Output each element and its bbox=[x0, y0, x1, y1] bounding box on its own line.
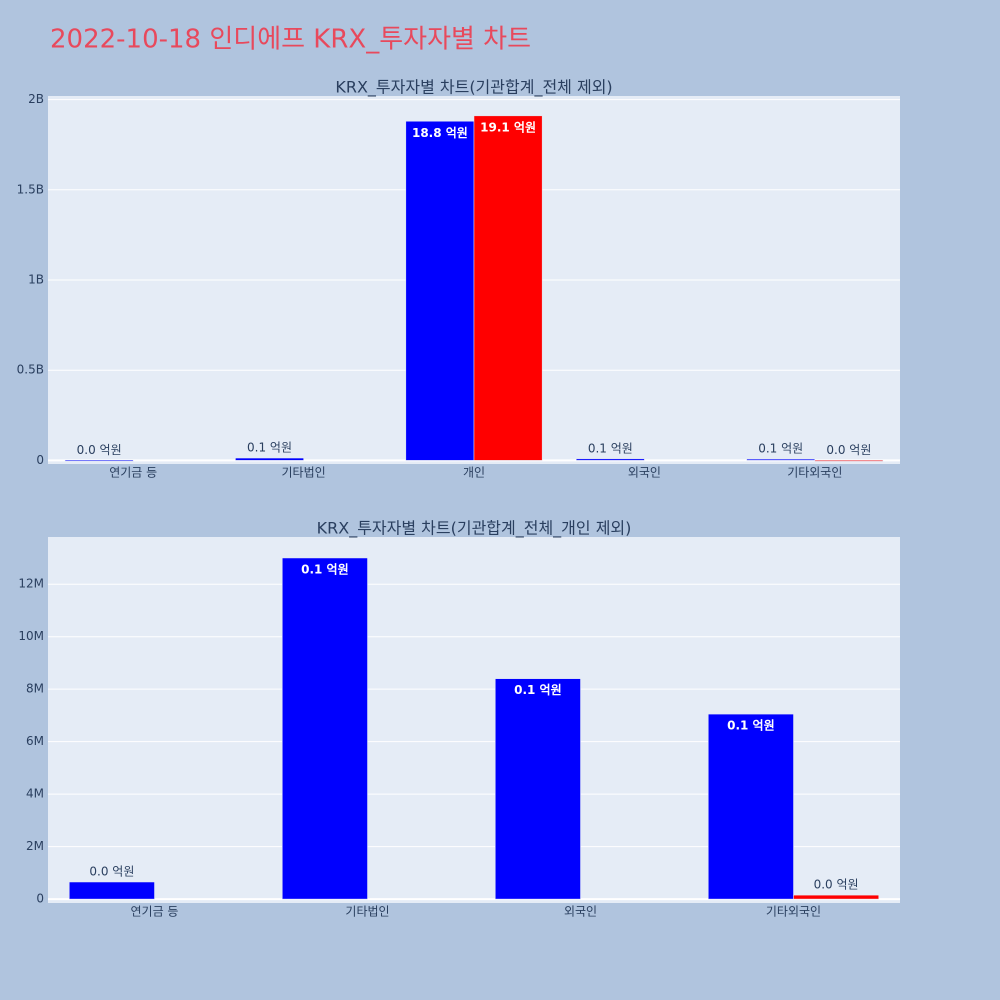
bar bbox=[708, 713, 794, 900]
chart-title: KRX_투자자별 차트(기관합계_전체 제외) bbox=[335, 78, 612, 98]
y-tick-label: 10M bbox=[18, 629, 44, 643]
bar bbox=[495, 678, 581, 900]
y-tick-label: 1B bbox=[28, 273, 44, 287]
y-tick-label: 2B bbox=[28, 92, 44, 106]
value-label: 0.1 억원 bbox=[301, 562, 349, 576]
value-label: 0.0 억원 bbox=[89, 865, 134, 879]
bar bbox=[282, 557, 368, 900]
x-tick-label: 기타외국인 bbox=[766, 905, 821, 919]
bar bbox=[235, 457, 304, 461]
bar bbox=[793, 894, 879, 900]
value-label: 0.1 억원 bbox=[727, 719, 775, 733]
x-tick-label: 기타외국인 bbox=[787, 466, 842, 480]
x-tick-label: 외국인 bbox=[564, 905, 597, 919]
bar bbox=[814, 460, 884, 462]
bar bbox=[405, 121, 475, 461]
y-tick-label: 1.5B bbox=[17, 182, 44, 196]
y-tick-label: 6M bbox=[26, 734, 44, 748]
value-label: 0.0 억원 bbox=[826, 443, 871, 457]
x-tick-label: 연기금 등 bbox=[131, 905, 179, 919]
value-label: 0.1 억원 bbox=[514, 683, 562, 697]
y-tick-label: 12M bbox=[18, 577, 44, 591]
x-tick-label: 연기금 등 bbox=[109, 466, 157, 480]
value-label: 0.1 억원 bbox=[588, 441, 633, 455]
value-label: 18.8 억원 bbox=[412, 126, 468, 140]
value-label: 0.0 억원 bbox=[77, 443, 122, 457]
x-tick-label: 기타법인 bbox=[282, 466, 326, 480]
value-label: 0.1 억원 bbox=[758, 442, 803, 456]
y-tick-label: 0.5B bbox=[17, 363, 44, 377]
value-label: 0.0 억원 bbox=[814, 878, 859, 892]
bar bbox=[575, 458, 645, 461]
y-tick-label: 0 bbox=[36, 892, 44, 906]
y-tick-label: 8M bbox=[26, 682, 44, 696]
bar bbox=[473, 115, 543, 461]
chart-title: KRX_투자자별 차트(기관합계_전체_개인 제외) bbox=[317, 519, 632, 539]
bar bbox=[69, 881, 155, 900]
bar bbox=[64, 460, 134, 462]
page-title: 2022-10-18 인디에프 KRX_투자자별 차트 bbox=[50, 25, 531, 55]
y-tick-label: 0 bbox=[36, 453, 44, 467]
x-tick-label: 개인 bbox=[463, 466, 485, 480]
x-tick-label: 기타법인 bbox=[345, 905, 389, 919]
bar bbox=[746, 458, 816, 461]
x-tick-label: 외국인 bbox=[628, 466, 661, 480]
value-label: 0.1 억원 bbox=[247, 441, 292, 455]
y-tick-label: 2M bbox=[26, 839, 44, 853]
value-label: 19.1 억원 bbox=[480, 120, 536, 134]
y-tick-label: 4M bbox=[26, 787, 44, 801]
